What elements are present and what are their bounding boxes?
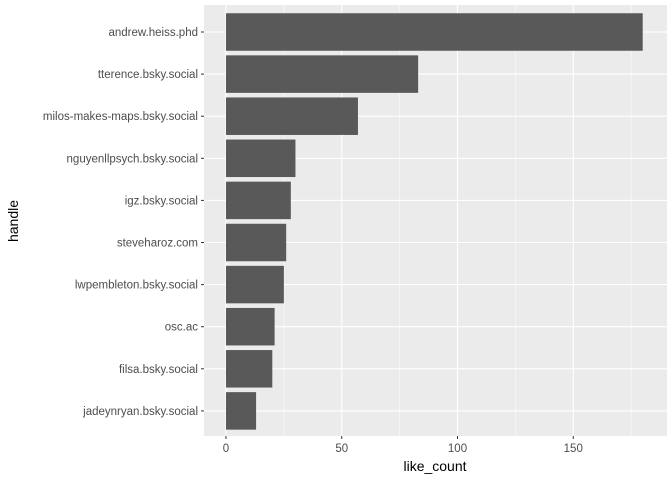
bar	[226, 223, 287, 262]
bar	[226, 265, 284, 304]
y-tick-label: nguyenllpsych.bsky.social	[67, 153, 198, 165]
x-tick-label: 0	[223, 443, 229, 455]
x-axis: 0 50 100 150	[223, 436, 583, 455]
bar	[226, 139, 296, 178]
y-tick-label: steveharoz.com	[117, 238, 198, 250]
bars	[226, 13, 643, 430]
x-axis-title: like_count	[403, 458, 466, 474]
bar	[226, 97, 358, 135]
y-tick-label: milos-makes-maps.bsky.social	[43, 111, 198, 123]
y-tick-label: andrew.heiss.phd	[108, 27, 198, 39]
y-axis-title: handle	[5, 200, 21, 242]
x-tick-label: 100	[448, 443, 467, 455]
bar	[226, 392, 257, 430]
y-tick-label: jadeynryan.bsky.social	[82, 406, 198, 418]
y-tick-label: osc.ac	[165, 322, 198, 334]
bar	[226, 350, 273, 388]
y-axis: andrew.heiss.phd tterence.bsky.social milo…	[43, 27, 204, 418]
bar	[226, 13, 643, 51]
y-tick-label: igz.bsky.social	[125, 195, 198, 207]
bar	[226, 181, 291, 220]
bar	[226, 55, 419, 93]
x-tick-label: 50	[335, 443, 348, 455]
y-tick-label: filsa.bsky.social	[119, 364, 198, 376]
bar	[226, 307, 275, 346]
y-tick-label: tterence.bsky.social	[98, 69, 198, 81]
y-tick-label: lwpembleton.bsky.social	[75, 280, 198, 292]
x-tick-label: 150	[564, 443, 583, 455]
